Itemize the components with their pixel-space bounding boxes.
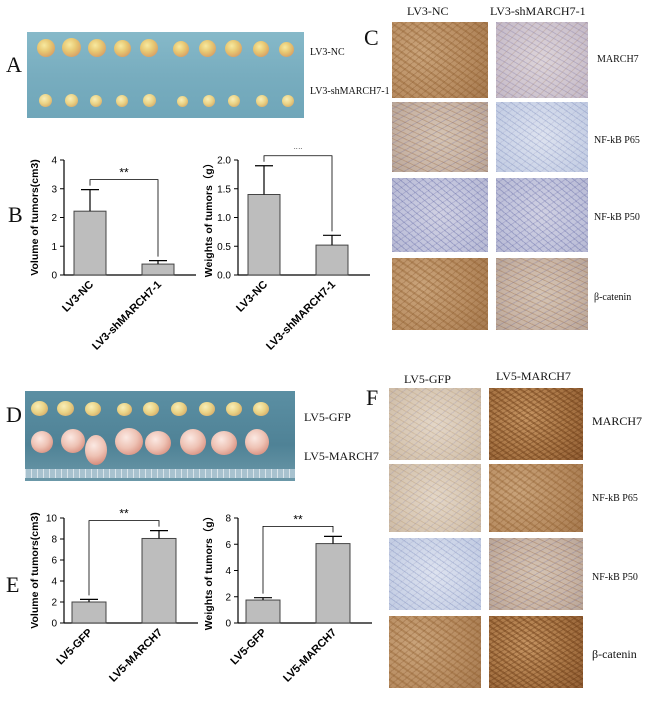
photo-d-row2-label: LV5-MARCH7 bbox=[304, 449, 379, 463]
photo-a-row2-label: LV3-shMARCH7-1 bbox=[310, 86, 390, 97]
panel-letter-d: D bbox=[6, 402, 22, 427]
ihc-c-sh-p50 bbox=[496, 178, 588, 252]
category-label: LV3-shMARCH7-1 bbox=[90, 279, 164, 353]
significance-bracket bbox=[89, 179, 159, 257]
tumor-photo-d bbox=[25, 391, 295, 481]
y-tick-label: 1.5 bbox=[217, 184, 231, 195]
y-tick-label: 0 bbox=[51, 619, 57, 630]
chart-b-volume: 0 1 2 3 4 Volume of tumors(cm3) LV3-NCLV3-shMA… bbox=[29, 156, 196, 353]
ihc-f-m7-march7 bbox=[489, 388, 583, 460]
bar bbox=[315, 543, 351, 624]
y-tick-label: 0 bbox=[225, 619, 231, 630]
ihc-c-sh-march7 bbox=[496, 22, 588, 98]
ihc-f-row4-label: β-catenin bbox=[592, 647, 637, 661]
category-label: LV3-NC bbox=[234, 279, 270, 315]
category-label: LV5-GFP bbox=[54, 627, 95, 668]
y-tick-label: 6 bbox=[225, 540, 231, 551]
y-tick-label: 8 bbox=[51, 535, 57, 546]
y-tick-label: 6 bbox=[51, 556, 57, 567]
ihc-c-nc-p65 bbox=[392, 102, 488, 172]
panel-letter-b: B bbox=[8, 202, 23, 227]
ihc-c-sh-bcatenin bbox=[496, 258, 588, 330]
y-tick-label: 4 bbox=[225, 566, 231, 577]
y-tick-label: 0.0 bbox=[217, 271, 231, 282]
y-axis-label: Weights of tumors（g） bbox=[202, 511, 215, 630]
photo-a-row1-label: LV3-NC bbox=[310, 47, 345, 58]
y-tick-label: 2 bbox=[51, 213, 57, 224]
y-tick-label: 4 bbox=[51, 156, 57, 167]
bar bbox=[247, 194, 281, 276]
y-tick-label: 10 bbox=[46, 514, 58, 525]
bar bbox=[141, 537, 177, 624]
ihc-f-m7-p65 bbox=[489, 464, 583, 532]
panel-letter-a: A bbox=[6, 52, 22, 77]
significance-label: ** bbox=[293, 148, 303, 156]
ihc-c-nc-march7 bbox=[392, 22, 488, 98]
ihc-c-nc-p50 bbox=[392, 178, 488, 252]
ihc-c-sh-p65 bbox=[496, 102, 588, 172]
y-tick-label: 2 bbox=[51, 598, 57, 609]
chart-e-weight: 0 2 4 6 8 Weights of tumors（g） LV5-GFP LV5-MARC… bbox=[202, 511, 372, 685]
bar bbox=[71, 601, 107, 624]
y-tick-label: 0 bbox=[51, 271, 57, 282]
category-label: LV5-GFP bbox=[228, 627, 269, 668]
ihc-f-col2-header: LV5-MARCH7 bbox=[496, 369, 571, 383]
panel-letter-c: C bbox=[364, 25, 379, 50]
ihc-f-gfp-p65 bbox=[389, 464, 481, 532]
ihc-f-m7-bcatenin bbox=[489, 616, 583, 688]
y-axis-label: Volume of tumors(cm3) bbox=[29, 159, 41, 275]
ihc-f-gfp-bcatenin bbox=[389, 616, 481, 688]
panel-letter-f: F bbox=[366, 385, 379, 410]
ihc-c-row2-label: NF-kB P65 bbox=[594, 135, 640, 146]
ihc-c-row4-label: β-catenin bbox=[594, 292, 632, 303]
significance-label: ** bbox=[119, 507, 129, 521]
bar bbox=[141, 263, 175, 276]
y-tick-label: 2.0 bbox=[217, 156, 231, 167]
y-tick-label: 1.0 bbox=[217, 213, 231, 224]
significance-bracket bbox=[88, 520, 160, 596]
ihc-c-nc-bcatenin bbox=[392, 258, 488, 330]
chart-e-volume: 0 2 4 6 8 10 Volume of tumors(cm3) LV5-GFP LV5-M… bbox=[29, 507, 198, 685]
y-axis-label: Weights of tumors（g） bbox=[202, 158, 215, 277]
ihc-c-row3-label: NF-kB P50 bbox=[594, 212, 640, 223]
ihc-f-gfp-march7 bbox=[389, 388, 481, 460]
category-label: LV5-MARCH7 bbox=[281, 627, 339, 685]
bar bbox=[245, 599, 281, 624]
category-label: LV3-NC bbox=[60, 279, 96, 315]
y-tick-label: 8 bbox=[225, 514, 231, 525]
significance-bracket bbox=[262, 525, 334, 594]
y-tick-label: 3 bbox=[51, 184, 57, 195]
ihc-c-row1-label: MARCH7 bbox=[597, 54, 639, 65]
significance-bracket bbox=[263, 155, 333, 232]
y-axis-label: Volume of tumors(cm3) bbox=[29, 512, 41, 628]
significance-label: ** bbox=[293, 512, 303, 526]
ihc-f-row1-label: MARCH7 bbox=[592, 414, 643, 428]
ihc-f-gfp-p50 bbox=[389, 538, 481, 610]
tumor-photo-a bbox=[27, 32, 304, 118]
y-tick-label: 1 bbox=[51, 242, 57, 253]
y-tick-label: 4 bbox=[51, 577, 57, 588]
significance-label: ** bbox=[119, 166, 129, 180]
y-tick-label: 0.5 bbox=[217, 242, 231, 253]
y-tick-label: 2 bbox=[225, 592, 231, 603]
ihc-f-col1-header: LV5-GFP bbox=[404, 372, 451, 386]
category-label: LV3-shMARCH7-1 bbox=[264, 279, 338, 353]
ihc-f-row3-label: NF-kB P50 bbox=[592, 572, 638, 583]
ihc-c-col2-header: LV3-shMARCH7-1 bbox=[490, 4, 586, 18]
photo-d-row1-label: LV5-GFP bbox=[304, 410, 351, 424]
ihc-c-col1-header: LV3-NC bbox=[407, 4, 449, 18]
category-label: LV5-MARCH7 bbox=[107, 627, 165, 685]
ihc-f-row2-label: NF-kB P65 bbox=[592, 493, 638, 504]
ihc-f-m7-p50 bbox=[489, 538, 583, 610]
panel-letter-e: E bbox=[6, 572, 20, 597]
bar bbox=[73, 210, 107, 276]
bar bbox=[315, 244, 349, 276]
